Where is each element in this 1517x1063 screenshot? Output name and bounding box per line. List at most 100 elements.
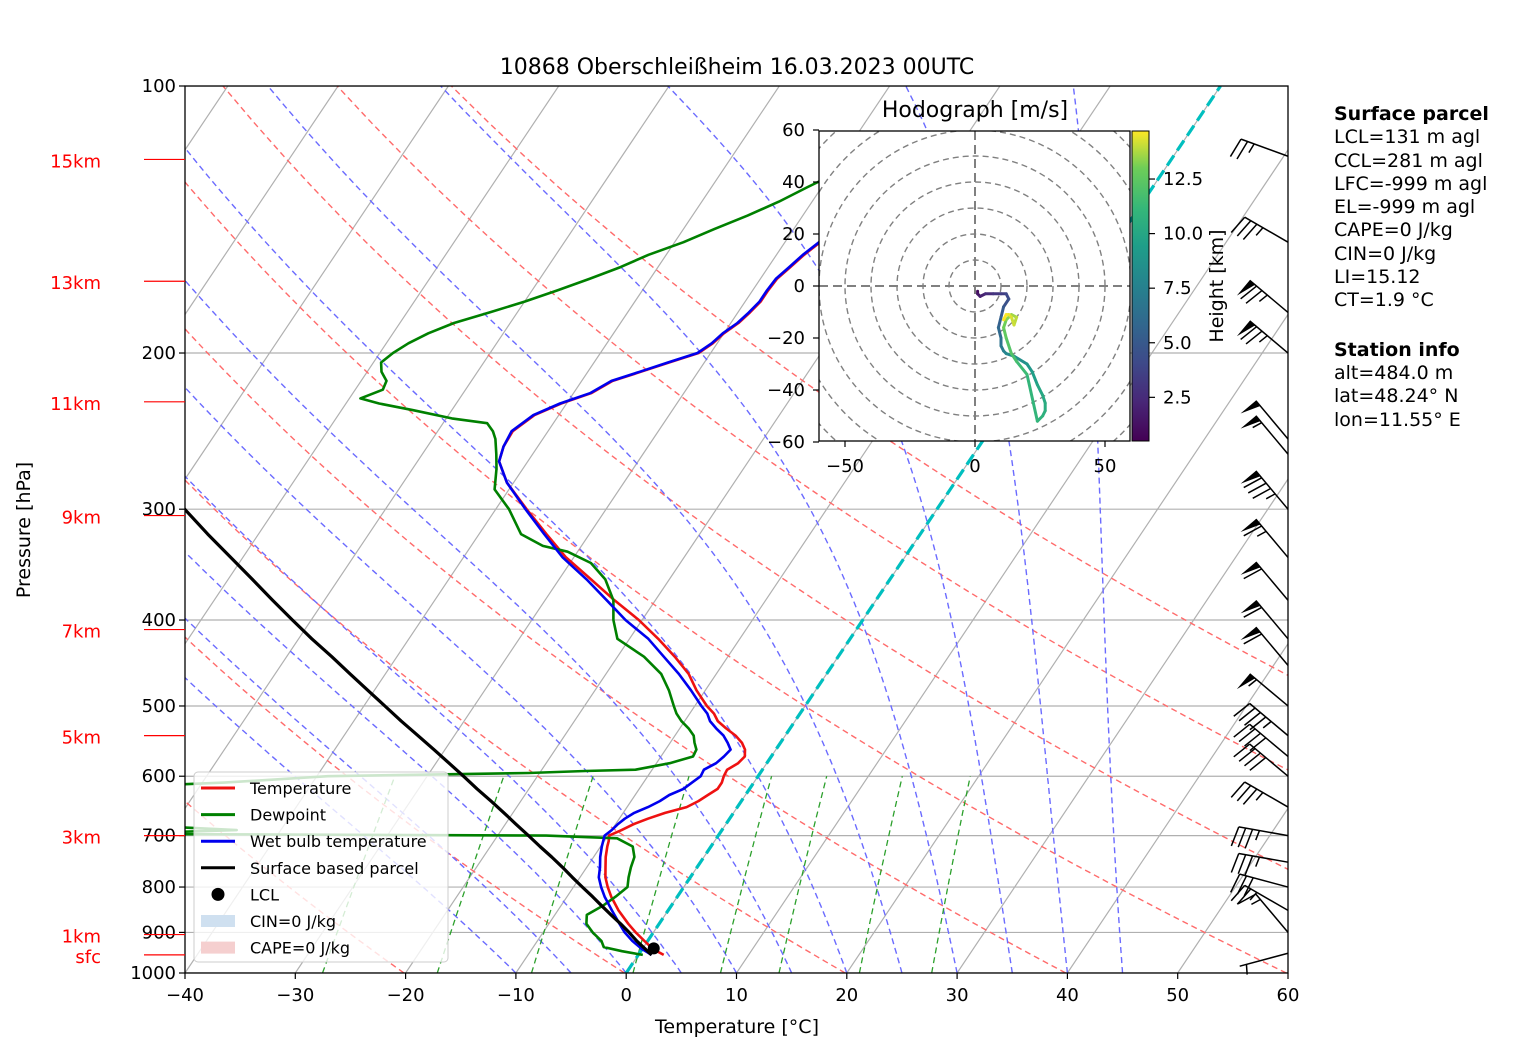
surface-parcel-line: CAPE=0 J/kg — [1334, 219, 1453, 242]
barb-full — [1245, 289, 1263, 304]
colorbar — [1131, 130, 1150, 442]
barb-full — [1244, 829, 1254, 849]
legend-swatch — [201, 941, 235, 954]
barb-full — [1233, 743, 1251, 758]
hodograph-segment — [1025, 362, 1034, 374]
barb-full — [1243, 633, 1263, 645]
wind-barbs — [1229, 138, 1289, 975]
isotherm-line — [0, 86, 7, 973]
x-ticks: −40 −30 −20 −10 0 10 20 30 40 50 60 — [166, 973, 1299, 1006]
hodograph-ticks: −50 0 50 60 40 20 0 −20 −40 −60 — [767, 120, 1116, 477]
legend-label: LCL — [250, 885, 279, 904]
barb-half — [1248, 143, 1255, 154]
y-tick-label: 200 — [142, 343, 176, 364]
wind-barb — [1229, 873, 1289, 897]
wind-barb — [1236, 320, 1289, 354]
profile-series — [185, 155, 941, 957]
y-tick-label: 500 — [142, 696, 176, 717]
barb-full — [1238, 728, 1256, 743]
wind-barb — [1233, 702, 1289, 737]
hodograph-x-tick-label: 0 — [969, 456, 980, 477]
hodograph-segment — [1002, 297, 1011, 309]
barb-full — [1249, 756, 1267, 771]
x-axis-label: Temperature [°C] — [654, 1016, 819, 1038]
hodograph-x-tick-label: −50 — [826, 456, 864, 477]
barb-staff — [1239, 873, 1289, 888]
barb-full — [1236, 141, 1249, 160]
barb-staff — [1244, 884, 1289, 912]
legend-label: Dewpoint — [250, 806, 326, 825]
barb-full — [1237, 854, 1247, 874]
wind-barb — [1240, 518, 1289, 558]
barb-staff — [1249, 702, 1289, 737]
moist-adiabat — [667, 86, 1013, 973]
barb-full — [1243, 606, 1263, 618]
hodograph-title: Hodograph [m/s] — [882, 98, 1068, 123]
x-tick-label: 50 — [1166, 985, 1189, 1006]
barb-full — [1244, 855, 1254, 876]
moist-adiabat — [267, 86, 903, 973]
colorbar-label: Height [km] — [1206, 229, 1228, 342]
station-info-header: Station info — [1334, 338, 1460, 361]
wind-barb — [1240, 415, 1289, 455]
legend-label: Surface based parcel — [250, 859, 419, 878]
y-axis-label: Pressure [hPa] — [13, 462, 35, 598]
legend-label: CIN=0 J/kg — [250, 912, 336, 931]
dry-adiabat — [185, 479, 846, 973]
barb-full — [1238, 747, 1256, 762]
mixing-ratio-line — [530, 776, 594, 973]
barb-flag — [1240, 561, 1261, 575]
colorbar-tick-label: 12.5 — [1163, 169, 1203, 190]
barb-full — [1240, 285, 1258, 300]
barb-full — [1244, 752, 1261, 767]
surface-parcel-line: CIN=0 J/kg — [1334, 242, 1437, 265]
barb-full — [1240, 326, 1258, 340]
surface-parcel-line: LCL=131 m agl — [1334, 126, 1481, 149]
dry-adiabat — [336, 86, 1288, 771]
barb-full — [1249, 737, 1267, 752]
barb-half — [1262, 720, 1272, 729]
dry-adiabat — [185, 180, 1287, 973]
y-tick-label: 400 — [142, 610, 176, 631]
barb-staff — [1249, 743, 1289, 777]
y-tick-label: 1000 — [130, 963, 176, 984]
wind-barb — [1230, 826, 1289, 849]
colorbar-tick-label: 5.0 — [1163, 333, 1192, 354]
barb-full — [1229, 873, 1241, 893]
barb-full — [1242, 788, 1258, 805]
hodograph-y-tick-label: 60 — [782, 120, 805, 141]
x-tick-label: −10 — [497, 985, 535, 1006]
isotherm-line — [736, 148, 1288, 973]
isotherm-line — [185, 86, 339, 316]
hodograph-segment — [1012, 354, 1029, 366]
hodograph-segment — [996, 326, 1003, 340]
hodograph-y-tick-label: 0 — [794, 276, 805, 297]
moist-adiabat — [905, 86, 1069, 973]
wind-barb — [1230, 852, 1289, 876]
y-tick-label: 300 — [142, 499, 176, 520]
barb-staff — [1239, 952, 1289, 967]
barb-flag — [1240, 600, 1261, 614]
barb-full — [1243, 525, 1263, 537]
surface-parcel-line: CCL=281 m agl — [1334, 149, 1483, 172]
hodograph-x-tick-label: 50 — [1094, 456, 1117, 477]
barb-full — [1249, 716, 1267, 731]
y-tick-label: 900 — [142, 922, 176, 943]
barb-staff — [1244, 216, 1289, 243]
height-label: 1km — [62, 927, 101, 948]
hodograph-trace — [976, 289, 1047, 423]
isotherm-line — [1177, 807, 1288, 973]
barb-full — [1236, 888, 1252, 905]
barb-full — [1243, 568, 1263, 580]
station-info-line: lon=11.55° E — [1334, 408, 1461, 431]
wind-barb — [1240, 400, 1289, 440]
mixing-ratio-line — [719, 776, 773, 973]
hodograph-y-tick-label: −20 — [767, 328, 805, 349]
legend-label: Wet bulb temperature — [250, 832, 427, 851]
barb-full — [1236, 220, 1252, 237]
barb-full — [1238, 707, 1256, 722]
y-tick-label: 600 — [142, 766, 176, 787]
barb-half — [1252, 422, 1263, 429]
hodograph-segment — [1025, 372, 1039, 423]
